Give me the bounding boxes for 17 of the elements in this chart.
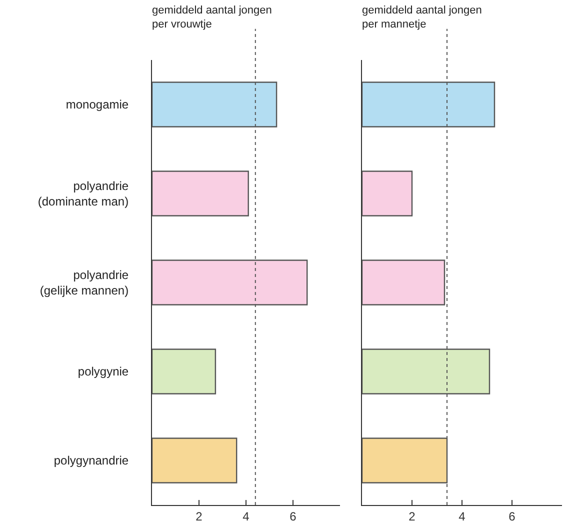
bar [152, 438, 238, 484]
y-tick-label: polygynie [78, 364, 129, 379]
x-tick-label: 6 [508, 509, 516, 524]
bar [362, 170, 413, 216]
chart-title: gemiddeld aantal jongen per mannetje [362, 4, 482, 31]
x-tick-label: 4 [458, 509, 466, 524]
y-tick-label: polyandrie (gelijke mannen) [40, 268, 129, 298]
x-tick-label: 6 [290, 509, 297, 524]
y-tick-label: polygynandrie [54, 454, 129, 468]
x-tick-label: 4 [242, 509, 250, 524]
y-tick-label: monogamie [66, 98, 129, 112]
bar [152, 170, 249, 216]
chart-title: gemiddeld aantal jongen per vrouwtje [152, 4, 272, 31]
bar [152, 348, 216, 394]
y-tick-label: polyandrie (dominante man) [38, 178, 129, 208]
x-tick-label: 2 [408, 509, 416, 524]
x-tick-label: 2 [196, 509, 203, 524]
